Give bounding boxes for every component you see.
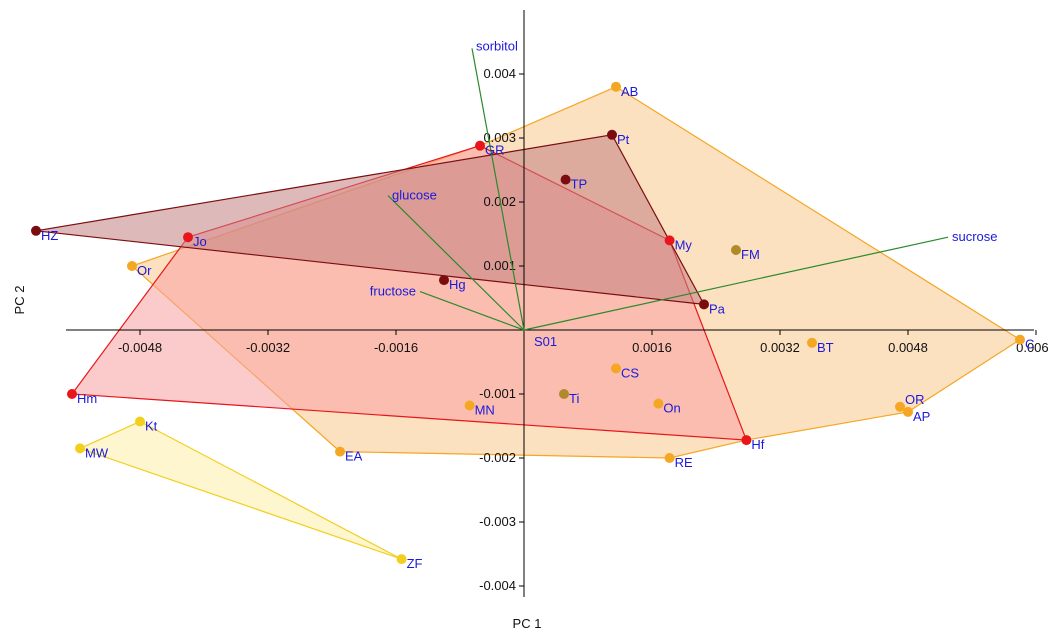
sample-points <box>31 81 1025 565</box>
point-label-mw: MW <box>85 445 109 460</box>
point-pa <box>699 299 709 310</box>
variable-vectors: sorbitol glucose fructose sucrose S01 <box>370 38 998 349</box>
point-label-bt: BT <box>817 340 834 355</box>
point-label-ea: EA <box>345 449 363 464</box>
point-on <box>653 398 664 409</box>
y-tick-label: -0.004 <box>479 578 516 593</box>
x-tick-label: -0.0048 <box>118 340 162 355</box>
vector-glucose <box>387 195 525 331</box>
vector-sucrose <box>523 236 949 331</box>
point-label-ap: AP <box>913 409 930 424</box>
point-label-cs: CS <box>621 365 639 380</box>
point-label-tp: TP <box>571 177 588 192</box>
vector-sorbitol <box>471 48 525 331</box>
point-ti <box>559 389 569 399</box>
x-tick-label: 0.0064 <box>1016 340 1048 355</box>
y-tick-label: 0.001 <box>483 258 516 273</box>
point-label-hf: Hf <box>751 437 764 452</box>
point-label-ab: AB <box>621 84 638 99</box>
point-mw <box>75 443 85 454</box>
point-label-ti: Ti <box>569 391 579 406</box>
point-pt <box>607 129 617 140</box>
point-or <box>895 401 905 412</box>
y-tick-label: 0.003 <box>483 130 516 145</box>
point-label-mn: MN <box>475 403 495 418</box>
y-tick-label: -0.002 <box>479 450 516 465</box>
group-hulls <box>35 86 1022 560</box>
vector-label-sorbitol: sorbitol <box>476 38 518 53</box>
sample-labels: AB C AP OR BT CS On RE MN EA Or GR Jo My Hf Hm HZ Pt TP Pa H… <box>41 84 1034 571</box>
point-gr <box>475 140 485 151</box>
point-hf <box>741 435 752 446</box>
point-c <box>1015 334 1025 345</box>
point-cs <box>611 363 621 374</box>
point-ea <box>335 446 345 457</box>
point-mn <box>464 400 475 411</box>
point-label-gr: GR <box>485 143 505 158</box>
hull-group-4 <box>78 420 402 560</box>
y-axis-title: PC 2 <box>12 286 27 315</box>
axes: -0.0048 -0.0032 -0.0016 0.0016 0.0032 0.0048 0… <box>66 10 1048 597</box>
hull-group-3 <box>35 134 706 306</box>
point-jo <box>183 232 193 243</box>
point-label-zf: ZF <box>407 556 423 571</box>
point-label-jo: Jo <box>193 234 207 249</box>
vector-fructose <box>419 291 525 331</box>
point-label-re: RE <box>675 455 693 470</box>
point-hz <box>31 225 41 236</box>
point-label-c: C <box>1025 337 1034 352</box>
point-fm <box>731 245 741 255</box>
y-tick-label: -0.001 <box>479 386 516 401</box>
x-tick-label: 0.0032 <box>760 340 800 355</box>
point-label-hg: Hg <box>449 277 466 292</box>
point-bt <box>807 337 817 348</box>
point-label-my: My <box>675 237 693 252</box>
point-zf <box>396 554 407 565</box>
point-label-fm: FM <box>741 247 760 262</box>
vector-label-fructose: fructose <box>370 284 416 299</box>
point-label-hz: HZ <box>41 228 58 243</box>
x-tick-label: -0.0016 <box>374 340 418 355</box>
point-label-on: On <box>663 401 680 416</box>
x-tick-label: 0.0016 <box>632 340 672 355</box>
point-label-pa: Pa <box>709 301 726 316</box>
x-tick-label: 0.0048 <box>888 340 928 355</box>
point-re <box>664 453 675 463</box>
x-tick-label: -0.0032 <box>246 340 290 355</box>
point-ap <box>903 406 913 417</box>
y-tick-label: -0.003 <box>479 514 516 529</box>
point-hg <box>439 275 449 286</box>
point-label-pt: Pt <box>617 132 630 147</box>
point-ab <box>611 81 621 92</box>
origin-label: S01 <box>534 334 557 349</box>
point-my <box>664 235 675 246</box>
point-label-hm: Hm <box>77 391 97 406</box>
point-label-kt: Kt <box>145 419 158 434</box>
point-or <box>127 261 137 271</box>
point-label-or: Or <box>137 263 152 278</box>
point-label-or: OR <box>905 392 925 407</box>
point-hm <box>67 389 77 399</box>
point-tp <box>560 174 571 185</box>
vector-label-sucrose: sucrose <box>952 229 998 244</box>
vector-label-glucose: glucose <box>392 188 437 203</box>
y-tick-label: 0.004 <box>483 66 516 81</box>
point-kt <box>135 416 145 427</box>
x-axis-title: PC 1 <box>513 616 542 631</box>
